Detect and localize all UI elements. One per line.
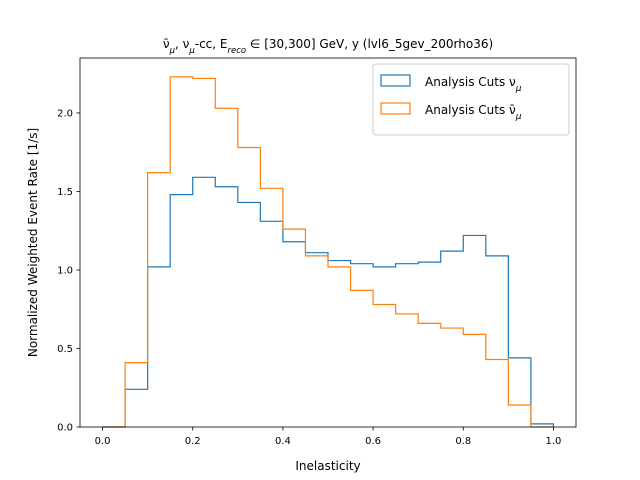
legend-swatch-2 bbox=[380, 102, 411, 115]
legend-swatch-1 bbox=[380, 74, 411, 87]
legend-label-2: Analysis Cuts ν̄μ bbox=[425, 103, 522, 122]
chart-title-group: ν̄μ, νμ-cc, Ereco ∈ [30,300] GeV, y (lvl… bbox=[163, 37, 493, 56]
y-axis-label: Normalized Weighted Event Rate [1/s] bbox=[26, 128, 40, 357]
chart-title: ν̄μ, νμ-cc, Ereco ∈ [30,300] GeV, y (lvl… bbox=[163, 37, 493, 56]
y-axis-ticks: 0.0 0.5 1.0 1.5 2.0 bbox=[57, 108, 80, 434]
legend: Analysis Cuts νμ Analysis Cuts ν̄μ bbox=[372, 63, 570, 136]
plot-series bbox=[102, 76, 555, 428]
series-2-histogram bbox=[102, 76, 554, 428]
x-tick-label: 0.0 bbox=[95, 436, 111, 447]
y-tick-label: 0.0 bbox=[57, 423, 73, 434]
y-tick-label: 1.0 bbox=[57, 265, 73, 276]
legend-label-1: Analysis Cuts νμ bbox=[425, 75, 522, 94]
x-tick-label: 0.4 bbox=[275, 436, 291, 447]
series-1-histogram bbox=[102, 176, 555, 428]
y-tick-label: 2.0 bbox=[57, 108, 73, 119]
plot-frame bbox=[79, 57, 577, 428]
y-tick-label: 1.5 bbox=[57, 187, 73, 198]
x-tick-label: 0.2 bbox=[185, 436, 201, 447]
y-tick-label: 0.5 bbox=[57, 344, 73, 355]
x-tick-label: 0.6 bbox=[365, 436, 381, 447]
x-tick-label: 1.0 bbox=[546, 436, 562, 447]
x-axis-label: Inelasticity bbox=[295, 459, 360, 473]
legend-frame bbox=[372, 63, 570, 136]
x-axis-ticks: 0.0 0.2 0.4 0.6 0.8 1.0 bbox=[95, 427, 562, 447]
x-tick-label: 0.8 bbox=[455, 436, 471, 447]
